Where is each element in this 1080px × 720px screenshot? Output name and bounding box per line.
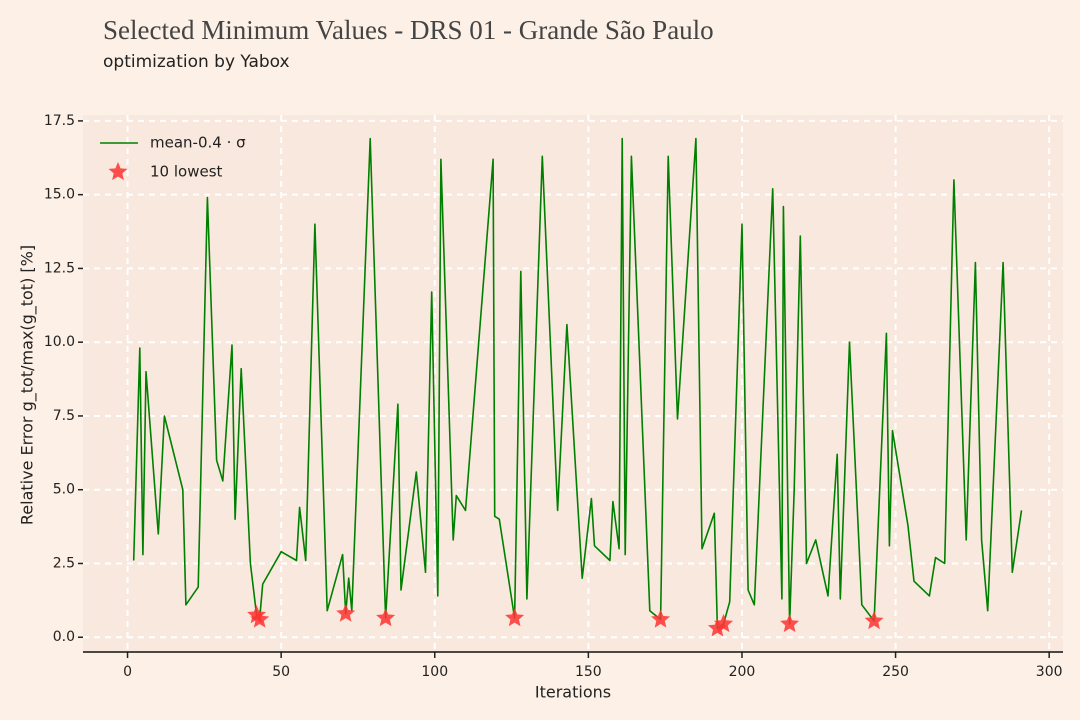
- data-point: [707, 618, 727, 637]
- data-point: [250, 609, 270, 628]
- y-tick-label: 2.5: [53, 555, 75, 571]
- data-point: [336, 603, 356, 622]
- x-tick-label: 150: [575, 664, 602, 680]
- chart-title: Selected Minimum Values - DRS 01 - Grand…: [103, 15, 714, 45]
- data-point: [651, 609, 671, 628]
- y-tick-label: 12.5: [44, 260, 75, 276]
- x-tick-label: 50: [272, 664, 290, 680]
- x-tick-label: 0: [123, 664, 132, 680]
- y-tick-label: 15.0: [44, 187, 75, 203]
- x-axis-label: Iterations: [535, 683, 611, 702]
- x-tick-label: 300: [1036, 664, 1063, 680]
- legend-swatch: [108, 162, 128, 181]
- x-tick-label: 250: [882, 664, 909, 680]
- y-axis-label: Relative Error g_tot/max(g_tot) [%]: [18, 245, 38, 525]
- data-point: [714, 614, 733, 633]
- y-tick-label: 10.0: [44, 334, 75, 350]
- y-tick-label: 5.0: [53, 482, 75, 498]
- y-tick-label: 17.5: [44, 113, 75, 129]
- x-tick-label: 100: [421, 664, 448, 680]
- data-point: [376, 608, 396, 627]
- legend-label: mean-0.4 · σ: [150, 134, 246, 152]
- y-tick-label: 7.5: [53, 408, 75, 424]
- data-point: [864, 611, 884, 630]
- data-point: [780, 614, 800, 633]
- data-point: [505, 608, 525, 627]
- x-tick-label: 200: [729, 664, 756, 680]
- chart-subtitle: optimization by Yabox: [103, 52, 290, 72]
- y-tick-label: 0.0: [53, 629, 75, 645]
- legend-label: 10 lowest: [150, 163, 223, 181]
